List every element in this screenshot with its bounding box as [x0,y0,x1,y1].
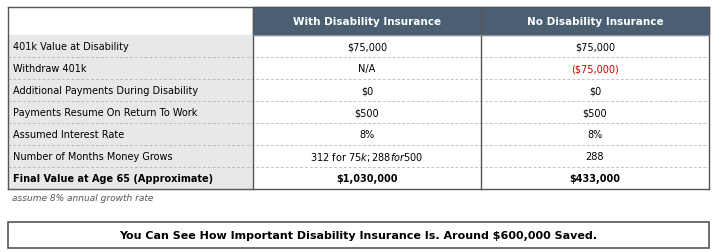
Text: No Disability Insurance: No Disability Insurance [526,17,664,27]
Text: 401k Value at Disability: 401k Value at Disability [13,42,129,52]
Text: ($75,000): ($75,000) [571,64,619,74]
Text: $433,000: $433,000 [569,173,621,183]
Text: $1,030,000: $1,030,000 [336,173,398,183]
Text: 312 for $75k; 288 for $500: 312 for $75k; 288 for $500 [310,150,424,163]
Bar [253,36,709,189]
Text: $0: $0 [589,86,601,96]
Text: $500: $500 [355,108,379,117]
Bar [8,222,709,248]
Text: 288: 288 [586,151,604,161]
Text: $500: $500 [583,108,608,117]
Text: With Disability Insurance: With Disability Insurance [293,17,441,27]
Text: You Can See How Important Disability Insurance Is. Around $600,000 Saved.: You Can See How Important Disability Ins… [120,230,597,240]
Bar [253,8,709,36]
Text: $0: $0 [361,86,373,96]
Text: $75,000: $75,000 [575,42,615,52]
Text: N/A: N/A [359,64,375,74]
Text: Payments Resume On Return To Work: Payments Resume On Return To Work [13,108,197,117]
Text: 8%: 8% [587,130,603,139]
Text: Withdraw 401k: Withdraw 401k [13,64,86,74]
Text: Assumed Interest Rate: Assumed Interest Rate [13,130,124,139]
Text: assume 8% annual growth rate: assume 8% annual growth rate [12,193,153,202]
Bar [8,36,253,189]
Text: 8%: 8% [359,130,375,139]
Text: Additional Payments During Disability: Additional Payments During Disability [13,86,198,96]
Text: $75,000: $75,000 [347,42,387,52]
Text: Final Value at Age 65 (Approximate): Final Value at Age 65 (Approximate) [13,173,213,183]
Bar [8,222,709,248]
Text: Number of Months Money Grows: Number of Months Money Grows [13,151,173,161]
